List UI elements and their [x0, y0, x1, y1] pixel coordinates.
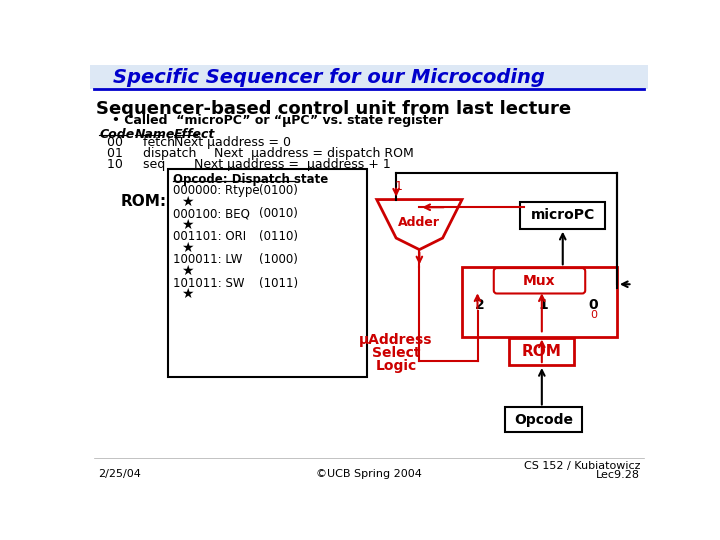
Text: Effect: Effect: [174, 128, 215, 141]
Text: ★: ★: [181, 264, 193, 278]
FancyBboxPatch shape: [90, 65, 648, 90]
FancyBboxPatch shape: [462, 267, 617, 336]
Text: 100011: LW: 100011: LW: [173, 253, 243, 266]
Text: 000100: BEQ: 000100: BEQ: [173, 207, 250, 220]
Text: (1011): (1011): [259, 276, 298, 289]
Text: 00: 00: [99, 137, 123, 150]
Text: Next μaddress = 0: Next μaddress = 0: [174, 137, 291, 150]
Text: Lec9.28: Lec9.28: [596, 470, 640, 480]
Text: ★: ★: [181, 287, 193, 301]
Text: (0100): (0100): [259, 184, 298, 197]
Text: Mux: Mux: [523, 274, 556, 288]
Text: 2: 2: [474, 298, 484, 312]
Text: 0: 0: [590, 309, 598, 320]
FancyBboxPatch shape: [168, 168, 367, 377]
Text: 2/25/04: 2/25/04: [98, 469, 140, 479]
Text: 001101: ORI: 001101: ORI: [173, 231, 246, 244]
Text: ©UCB Spring 2004: ©UCB Spring 2004: [316, 469, 422, 479]
FancyBboxPatch shape: [505, 408, 582, 432]
Text: Next  μaddress = dispatch ROM: Next μaddress = dispatch ROM: [174, 147, 413, 160]
Text: 1: 1: [538, 298, 548, 312]
Text: seq: seq: [135, 158, 165, 171]
Text: μAddress: μAddress: [359, 333, 433, 347]
Text: Select: Select: [372, 346, 420, 360]
Text: dispatch: dispatch: [135, 147, 197, 160]
Text: Next μaddress =  μaddress + 1: Next μaddress = μaddress + 1: [174, 158, 390, 171]
Text: ★: ★: [181, 195, 193, 209]
Text: 0: 0: [588, 298, 598, 312]
Text: Opcode: Opcode: [514, 413, 573, 427]
Text: (1000): (1000): [259, 253, 298, 266]
Text: ★: ★: [181, 218, 193, 232]
FancyBboxPatch shape: [508, 338, 575, 365]
Text: Specific Sequencer for our Microcoding: Specific Sequencer for our Microcoding: [113, 68, 545, 86]
Text: • Called  “microPC” or “μPC” vs. state register: • Called “microPC” or “μPC” vs. state re…: [112, 114, 443, 127]
Text: ★: ★: [181, 241, 193, 255]
Text: 101011: SW: 101011: SW: [173, 276, 244, 289]
Polygon shape: [377, 200, 462, 249]
Text: ROM: ROM: [521, 344, 562, 359]
Text: microPC: microPC: [531, 208, 595, 222]
Text: (0010): (0010): [259, 207, 298, 220]
Text: Name: Name: [135, 128, 176, 141]
FancyBboxPatch shape: [494, 268, 585, 294]
Text: 1: 1: [395, 180, 402, 193]
Text: 01: 01: [99, 147, 123, 160]
Text: Sequencer-based control unit from last lecture: Sequencer-based control unit from last l…: [96, 100, 572, 118]
Text: Adder: Adder: [398, 217, 441, 230]
Text: (0110): (0110): [259, 231, 298, 244]
Text: 10: 10: [99, 158, 123, 171]
Text: ROM:: ROM:: [121, 194, 167, 209]
Text: fetch: fetch: [135, 137, 175, 150]
Text: Code: Code: [99, 128, 135, 141]
Text: 000000: Rtype: 000000: Rtype: [173, 184, 259, 197]
Text: CS 152 / Kubiatowicz: CS 152 / Kubiatowicz: [523, 461, 640, 471]
Text: Logic: Logic: [376, 359, 417, 373]
FancyBboxPatch shape: [520, 202, 606, 229]
Text: Opcode: Dispatch state: Opcode: Dispatch state: [173, 173, 328, 186]
